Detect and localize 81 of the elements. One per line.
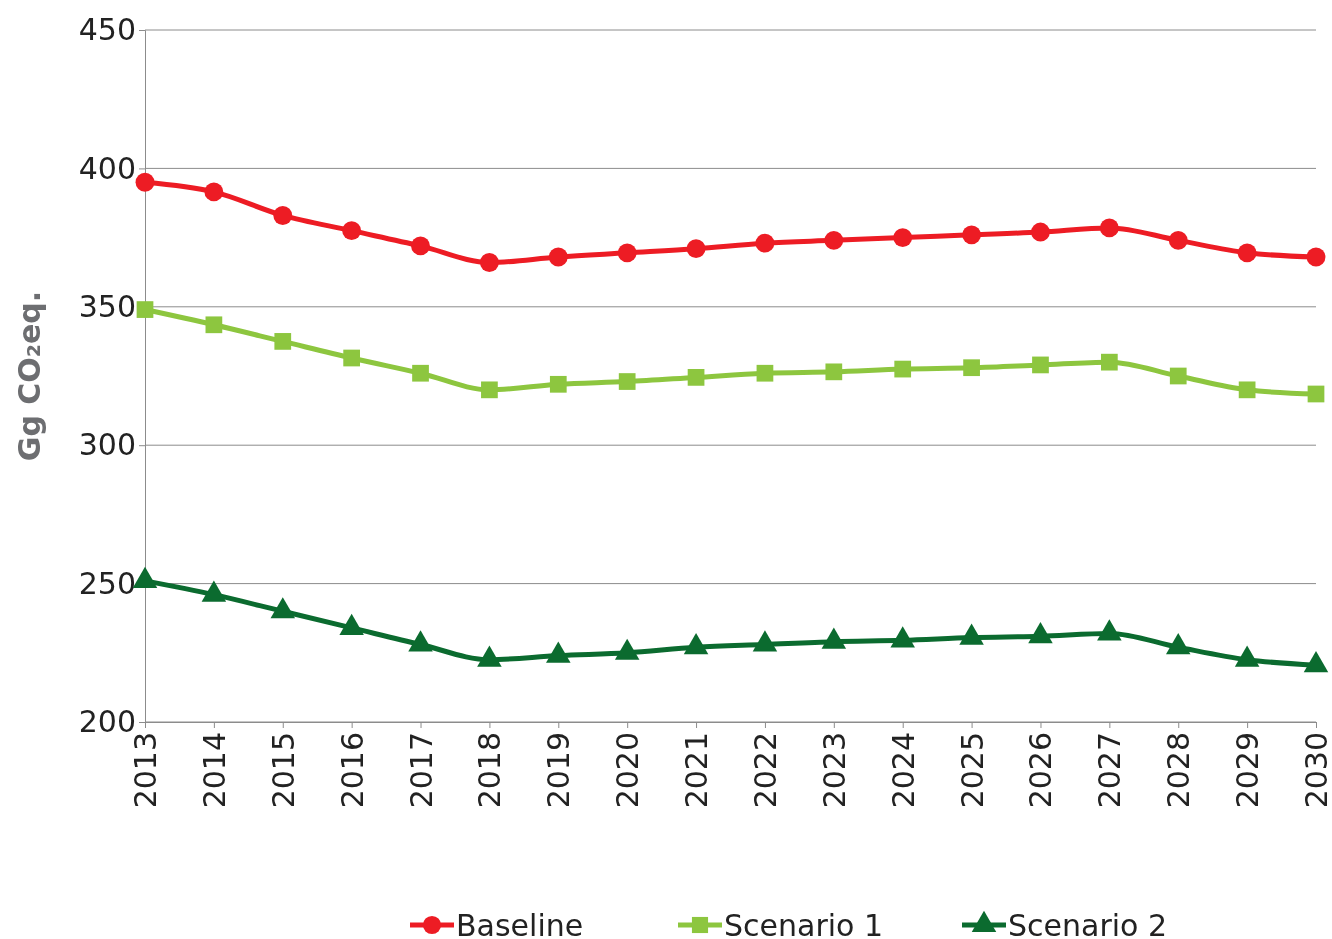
point xyxy=(1168,230,1188,250)
point xyxy=(408,630,433,652)
point xyxy=(893,228,913,248)
x-tick-label: 2019 xyxy=(541,732,577,809)
x-tick-label: 2015 xyxy=(265,732,301,809)
point xyxy=(274,333,292,350)
point xyxy=(1234,645,1260,667)
x-tick-label: 2029 xyxy=(1230,732,1266,809)
point xyxy=(962,225,982,245)
point xyxy=(1238,381,1256,399)
x-tick-label: 2028 xyxy=(1161,732,1197,809)
x-tick-label: 2027 xyxy=(1092,732,1128,809)
x-tick-label: 2013 xyxy=(128,732,163,809)
point xyxy=(132,566,158,588)
x-tick-label: 2017 xyxy=(403,732,439,809)
point xyxy=(479,253,499,272)
point xyxy=(546,641,571,663)
point xyxy=(1031,222,1050,242)
point xyxy=(1032,356,1049,374)
x-tick-label: 2024 xyxy=(885,732,921,809)
point xyxy=(752,630,778,652)
point xyxy=(824,230,844,250)
point xyxy=(686,239,706,259)
legend-label: Baseline xyxy=(456,907,584,939)
y-tick-label: 400 xyxy=(78,150,136,186)
legend-label: Scenario 1 xyxy=(724,907,884,939)
point xyxy=(135,172,155,192)
point xyxy=(270,597,296,619)
legend-label: Scenario 2 xyxy=(1008,907,1168,939)
x-tick-label: 2020 xyxy=(610,732,646,809)
point xyxy=(136,301,154,318)
point xyxy=(1307,385,1325,403)
point xyxy=(205,316,223,334)
point xyxy=(755,233,775,253)
x-tick-label: 2014 xyxy=(196,732,232,809)
point xyxy=(1303,651,1329,673)
point xyxy=(343,349,361,367)
y-tick-label: 450 xyxy=(78,12,136,48)
x-tick-label: 2016 xyxy=(334,732,370,809)
point xyxy=(204,182,224,202)
point xyxy=(756,364,774,382)
point xyxy=(959,623,984,645)
point xyxy=(549,375,567,393)
point xyxy=(894,360,912,378)
point xyxy=(614,638,640,660)
x-tick-label: 2022 xyxy=(747,732,783,809)
x-tick-label: 2030 xyxy=(1299,732,1332,809)
point xyxy=(477,645,502,667)
point xyxy=(1100,353,1118,371)
x-tick-label: 2025 xyxy=(954,732,990,809)
point xyxy=(1028,622,1053,644)
point xyxy=(548,247,568,267)
point xyxy=(1237,243,1257,263)
point xyxy=(683,633,709,655)
point xyxy=(1099,218,1119,238)
point xyxy=(1165,633,1191,655)
y-tick-label: 300 xyxy=(78,427,136,463)
point xyxy=(963,359,980,377)
point xyxy=(618,373,636,390)
y-tick-label: 350 xyxy=(78,288,136,324)
point xyxy=(339,613,364,635)
point xyxy=(1306,247,1326,267)
x-tick-label: 2021 xyxy=(679,732,715,809)
y-axis-title: Gg CO₂eq. xyxy=(12,290,47,462)
point xyxy=(1097,619,1122,641)
point xyxy=(1169,367,1187,385)
point xyxy=(687,369,705,386)
point xyxy=(821,627,847,649)
x-tick-label: 2018 xyxy=(472,732,508,809)
point xyxy=(617,243,637,263)
point xyxy=(825,363,843,381)
x-tick-label: 2026 xyxy=(1023,732,1059,809)
x-tick-label: 2023 xyxy=(816,732,852,809)
point xyxy=(273,206,293,225)
point xyxy=(481,381,498,399)
point xyxy=(342,221,362,241)
point xyxy=(201,580,227,602)
point xyxy=(411,236,430,256)
point xyxy=(890,626,915,648)
y-tick-label: 250 xyxy=(78,565,136,601)
point xyxy=(412,364,429,382)
